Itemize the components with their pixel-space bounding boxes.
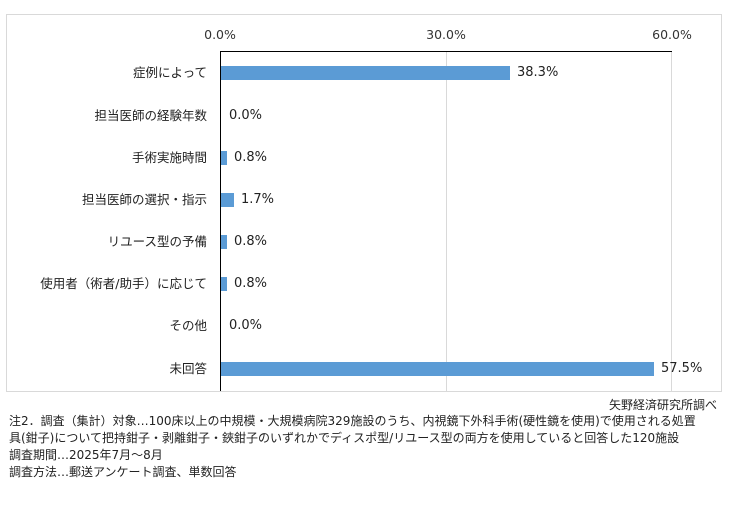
value-label: 0.8% — [234, 150, 268, 165]
bar — [221, 277, 227, 291]
bar — [221, 66, 510, 80]
bar — [221, 193, 234, 207]
bar — [221, 235, 227, 249]
bar-row: 0.0% — [220, 106, 672, 126]
value-label: 0.0% — [229, 318, 263, 333]
note-line: 調査期間…2025年7月～8月 — [9, 448, 163, 462]
bar-row: 0.8% — [220, 148, 672, 168]
category-label: 症例によって — [132, 65, 207, 80]
category-label: 使用者（術者/助手）に応じて — [40, 276, 207, 291]
plot-area: 38.3% 0.0% 0.8% 1.7% 0.8% 0.8% 0.0% 57.5% — [220, 51, 702, 391]
bar-row: 38.3% — [220, 63, 672, 83]
bar — [221, 151, 227, 165]
bar — [221, 362, 654, 376]
value-label: 0.8% — [234, 276, 268, 291]
category-label: 手術実施時間 — [131, 150, 207, 165]
bar-row: 0.8% — [220, 274, 672, 294]
value-label: 57.5% — [661, 361, 703, 376]
source-credit: 矢野経済研究所調べ — [608, 398, 717, 412]
chart-frame — [6, 14, 722, 392]
x-tick-label: 60.0% — [652, 27, 692, 42]
bar-row: 0.0% — [220, 316, 672, 336]
category-label: 未回答 — [169, 361, 207, 376]
gridline-30 — [446, 51, 447, 391]
category-label: 担当医師の選択・指示 — [81, 192, 207, 207]
value-label: 0.8% — [234, 234, 268, 249]
bar-row: 1.7% — [220, 190, 672, 210]
bar-row: 0.8% — [220, 232, 672, 252]
note-line: 具(鉗子)について把持鉗子・剥離鉗子・鋏鉗子のいずれかでディスポ型/リユース型の… — [9, 431, 680, 445]
category-label: 担当医師の経験年数 — [94, 108, 207, 123]
gridline-60 — [671, 51, 672, 391]
value-label: 0.0% — [229, 108, 263, 123]
y-axis-line — [220, 51, 221, 391]
category-label: リユース型の予備 — [107, 234, 207, 249]
bar-row: 57.5% — [220, 359, 702, 379]
x-tick-label: 30.0% — [426, 27, 466, 42]
note-line: 注2．調査（集計）対象…100床以上の中規模・大規模病院329施設のうち、内視鏡… — [9, 414, 696, 428]
value-label: 38.3% — [517, 65, 559, 80]
note-line: 調査方法…郵送アンケート調査、単数回答 — [9, 465, 237, 479]
value-label: 1.7% — [241, 192, 275, 207]
footnotes: 注2．調査（集計）対象…100床以上の中規模・大規模病院329施設のうち、内視鏡… — [9, 413, 696, 481]
x-tick-label: 0.0% — [204, 27, 236, 42]
category-label: その他 — [169, 318, 207, 333]
x-axis-line — [220, 51, 672, 52]
